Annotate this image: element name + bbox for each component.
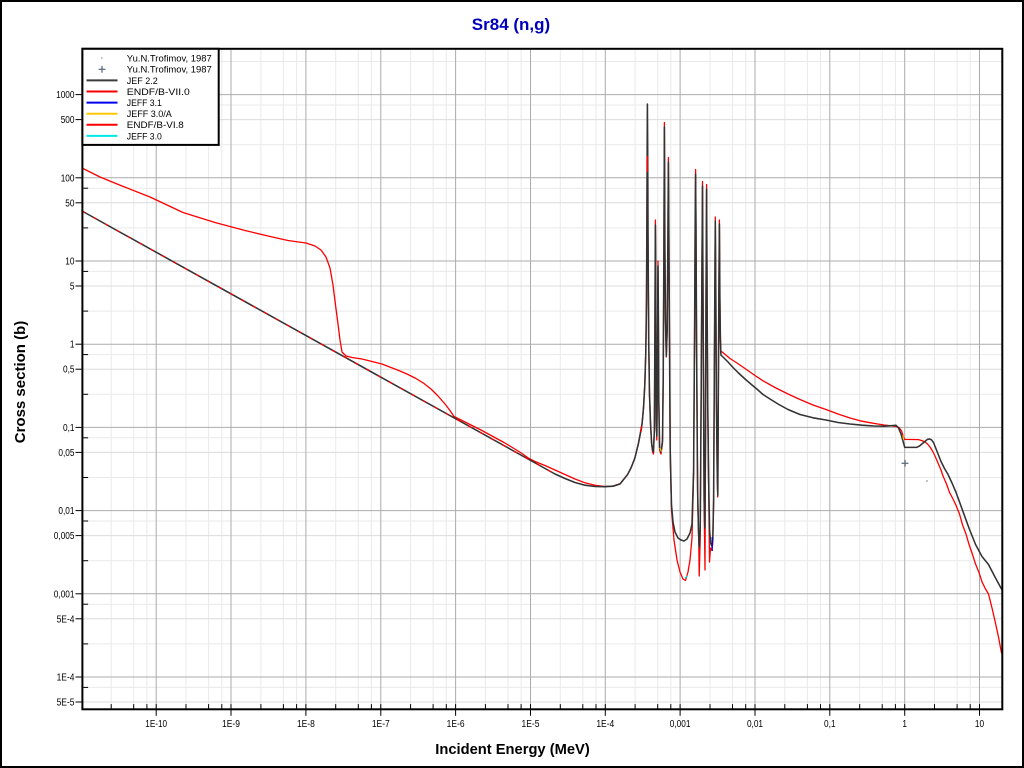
svg-text:1: 1 (70, 340, 75, 351)
svg-text:ENDF/B-VI.8: ENDF/B-VI.8 (127, 120, 184, 131)
svg-text:1E-5: 1E-5 (522, 719, 540, 730)
svg-text:Cross section (b): Cross section (b) (13, 321, 29, 444)
svg-text:0,001: 0,001 (54, 589, 75, 600)
svg-text:ENDF/B-VII.0: ENDF/B-VII.0 (127, 87, 190, 98)
svg-text:5: 5 (70, 282, 75, 293)
svg-text:1000: 1000 (56, 90, 75, 101)
svg-text:1E-4: 1E-4 (596, 719, 614, 730)
svg-text:JEFF 3.0: JEFF 3.0 (127, 131, 162, 142)
svg-text:0,05: 0,05 (58, 448, 74, 459)
svg-text:JEFF 3.0/A: JEFF 3.0/A (127, 109, 173, 120)
svg-text:Yu.N.Trofimov, 1987: Yu.N.Trofimov, 1987 (127, 54, 212, 65)
svg-text:Incident Energy (MeV): Incident Energy (MeV) (435, 742, 590, 758)
svg-text:100: 100 (61, 173, 75, 184)
svg-text:1E-8: 1E-8 (297, 719, 315, 730)
svg-text:JEFF 3.1: JEFF 3.1 (127, 98, 162, 109)
svg-text:Sr84 (n,g): Sr84 (n,g) (472, 15, 550, 34)
svg-text:500: 500 (61, 115, 75, 126)
svg-text:Yu.N.Trofimov, 1987: Yu.N.Trofimov, 1987 (127, 65, 212, 76)
svg-text:0,01: 0,01 (747, 719, 763, 730)
svg-text:10: 10 (975, 719, 985, 730)
svg-text:1E-9: 1E-9 (222, 719, 240, 730)
svg-text:0,005: 0,005 (54, 531, 75, 542)
svg-text:0,01: 0,01 (58, 506, 74, 517)
svg-text:50: 50 (65, 198, 75, 209)
svg-text:1: 1 (902, 719, 907, 730)
svg-text:0,1: 0,1 (824, 719, 836, 730)
svg-text:JEF 2.2: JEF 2.2 (127, 76, 158, 87)
svg-text:1E-4: 1E-4 (57, 673, 75, 684)
svg-text:5E-5: 5E-5 (57, 698, 75, 709)
svg-text:1E-7: 1E-7 (372, 719, 390, 730)
svg-text:0,5: 0,5 (63, 365, 75, 376)
svg-text:5E-4: 5E-4 (57, 614, 75, 625)
svg-text:0,1: 0,1 (63, 423, 75, 434)
svg-text:10: 10 (65, 257, 75, 268)
svg-text:1E-6: 1E-6 (447, 719, 465, 730)
svg-text:0,001: 0,001 (670, 719, 691, 730)
svg-text:1E-10: 1E-10 (145, 719, 167, 730)
